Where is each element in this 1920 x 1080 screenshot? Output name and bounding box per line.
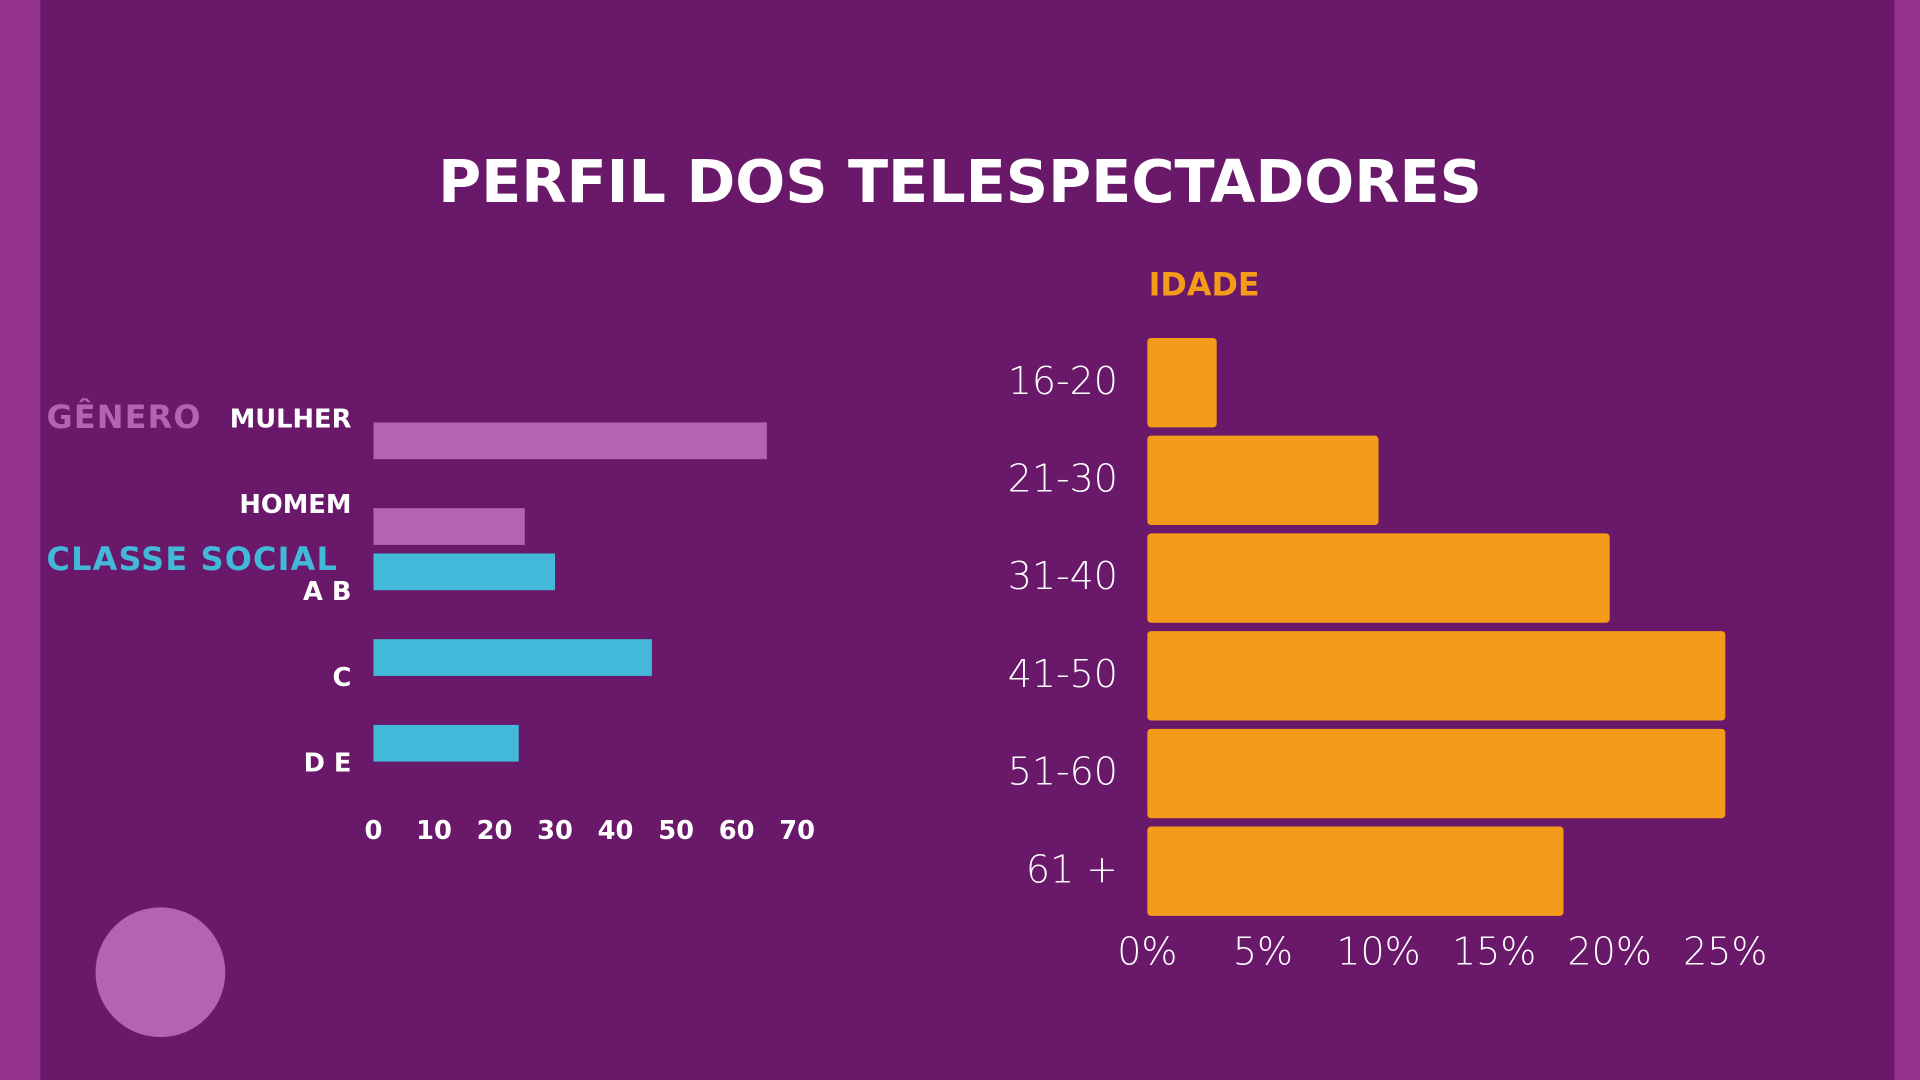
x-tick-label: 50 (658, 816, 694, 846)
bar (1147, 728, 1726, 819)
y-tick-label: 31-40 (1008, 554, 1118, 598)
bar (1147, 631, 1726, 721)
bar (373, 422, 767, 460)
x-tick-label: 20% (1568, 929, 1652, 973)
y-tick-label: D E (304, 749, 352, 779)
bar (1147, 435, 1379, 526)
x-tick-label: 5% (1233, 929, 1293, 973)
decor-circle (95, 907, 226, 1038)
x-tick-label: 15% (1452, 929, 1536, 973)
bar (373, 553, 556, 591)
bar (373, 724, 519, 762)
y-tick-label: 61 + (1026, 847, 1118, 891)
x-tick-label: 70 (779, 816, 815, 846)
x-tick-label: 0 (365, 816, 383, 846)
x-tick-label: 10% (1336, 929, 1420, 973)
bar (1147, 337, 1217, 428)
side-strip (0, 0, 41, 1080)
bar (1147, 826, 1564, 916)
y-tick-label: 51-60 (1008, 750, 1118, 794)
x-tick-label: 40 (598, 816, 634, 846)
bar (1147, 533, 1610, 623)
x-tick-label: 25% (1683, 929, 1767, 973)
y-tick-label: 16-20 (1008, 359, 1118, 403)
y-tick-label: HOMEM (239, 490, 351, 520)
legend-label: CLASSE SOCIAL (47, 540, 339, 578)
bar (373, 639, 652, 676)
x-tick-label: 30 (537, 816, 573, 846)
x-tick-label: 20 (477, 816, 513, 846)
x-tick-label: 10 (416, 816, 452, 846)
page-title: PERFIL DOS TELESPECTADORES (438, 147, 1482, 216)
bar (373, 508, 525, 545)
y-tick-label: 41-50 (1008, 652, 1118, 696)
y-tick-label: 21-30 (1008, 456, 1118, 500)
y-tick-label: A B (303, 577, 351, 607)
legend-label: GÊNERO (47, 398, 202, 436)
side-strip (1894, 0, 1920, 1080)
y-tick-label: MULHER (230, 405, 352, 435)
y-tick-label: C (333, 663, 352, 693)
x-tick-label: 60 (719, 816, 755, 846)
x-tick-label: 0% (1117, 929, 1177, 973)
chart-title: IDADE (1149, 266, 1260, 304)
